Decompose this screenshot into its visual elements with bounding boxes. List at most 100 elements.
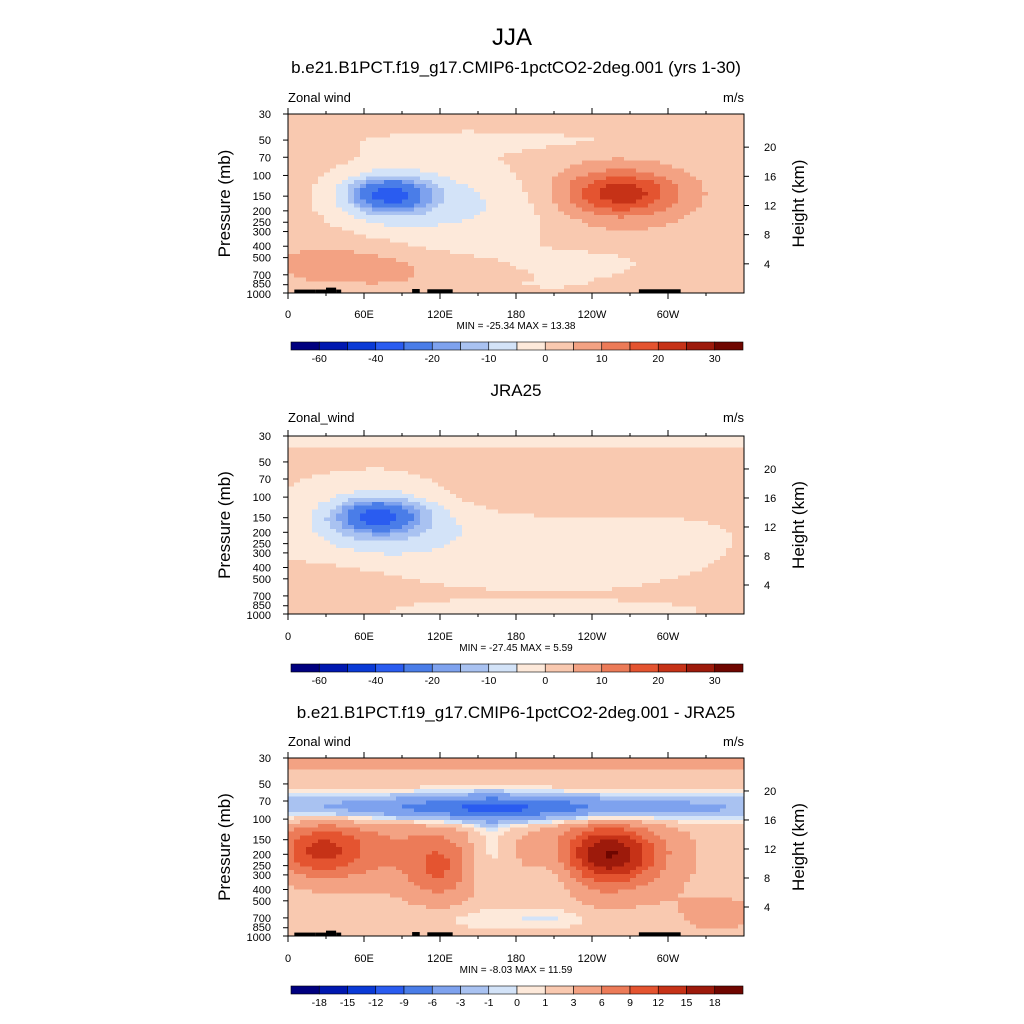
heatmap-cell bbox=[570, 242, 577, 247]
heatmap-cell bbox=[528, 149, 535, 154]
heatmap-cell bbox=[330, 133, 337, 138]
heatmap-cell bbox=[624, 474, 631, 480]
heatmap-cell bbox=[546, 215, 553, 220]
heatmap-cell bbox=[444, 490, 451, 495]
heatmap-cell bbox=[558, 219, 565, 224]
heatmap-cell bbox=[642, 277, 649, 282]
heatmap-cell bbox=[504, 168, 511, 173]
heatmap-cell bbox=[630, 281, 637, 286]
heatmap-cell bbox=[420, 490, 427, 495]
heatmap-cell bbox=[684, 254, 691, 259]
heatmap-cell bbox=[498, 141, 505, 146]
heatmap-cell bbox=[300, 265, 307, 271]
heatmap-cell bbox=[492, 180, 499, 185]
heatmap-cell bbox=[714, 184, 721, 189]
heatmap-cell bbox=[552, 447, 559, 453]
heatmap-cell bbox=[660, 180, 667, 185]
heatmap-cell bbox=[642, 226, 649, 232]
heatmap-cell bbox=[318, 114, 325, 119]
heatmap-cell bbox=[582, 497, 589, 503]
heatmap-cell bbox=[366, 265, 373, 271]
heatmap-cell bbox=[396, 141, 403, 146]
heatmap-cell bbox=[402, 172, 409, 177]
heatmap-cell bbox=[342, 187, 349, 193]
heatmap-cell bbox=[378, 195, 385, 201]
heatmap-cell bbox=[426, 478, 433, 484]
heatmap-cell bbox=[318, 191, 325, 197]
heatmap-cell bbox=[678, 261, 685, 267]
heatmap-cell bbox=[354, 199, 361, 205]
heatmap-cell bbox=[498, 501, 505, 507]
heatmap-cell bbox=[732, 470, 739, 476]
heatmap-cell bbox=[678, 494, 685, 499]
heatmap-cell bbox=[588, 230, 595, 236]
heatmap-cell bbox=[732, 281, 739, 286]
heatmap-cell bbox=[630, 133, 637, 138]
heatmap-cell bbox=[324, 466, 331, 472]
heatmap-cell bbox=[732, 172, 739, 177]
heatmap-cell bbox=[456, 443, 463, 449]
heatmap-cell bbox=[366, 455, 373, 460]
heatmap-cell bbox=[528, 234, 535, 240]
heatmap-cell bbox=[462, 114, 469, 119]
heatmap-cell bbox=[468, 474, 475, 480]
heatmap-cell bbox=[354, 133, 361, 138]
heatmap-cell bbox=[666, 451, 673, 456]
heatmap-cell bbox=[336, 129, 343, 135]
units-label: m/s bbox=[723, 410, 744, 425]
heatmap-cell bbox=[516, 254, 523, 259]
heatmap-cell bbox=[672, 114, 679, 119]
heatmap-cell bbox=[294, 117, 301, 123]
heatmap-cell bbox=[708, 129, 715, 135]
heatmap-cell bbox=[504, 195, 511, 201]
heatmap-cell bbox=[552, 497, 559, 503]
heatmap-cell bbox=[618, 265, 625, 271]
heatmap-cell bbox=[522, 215, 529, 220]
heatmap-cell bbox=[294, 226, 301, 232]
heatmap-cell bbox=[402, 482, 409, 487]
heatmap-cell bbox=[534, 246, 541, 251]
heatmap-cell bbox=[720, 234, 727, 240]
heatmap-cell bbox=[594, 478, 601, 484]
heatmap-cell bbox=[366, 281, 373, 286]
heatmap-cell bbox=[492, 191, 499, 197]
heatmap-cell bbox=[408, 455, 415, 460]
heatmap-cell bbox=[450, 152, 457, 158]
heatmap-cell bbox=[582, 238, 589, 244]
heatmap-cell bbox=[294, 129, 301, 135]
heatmap-cell bbox=[588, 114, 595, 119]
heatmap-cell bbox=[486, 152, 493, 158]
heatmap-cell bbox=[456, 470, 463, 476]
heatmap-cell bbox=[666, 482, 673, 487]
heatmap-cell bbox=[702, 149, 709, 154]
heatmap-cell bbox=[642, 164, 649, 170]
heatmap-cell bbox=[618, 215, 625, 220]
heatmap-cell bbox=[654, 261, 661, 267]
heatmap-cell bbox=[372, 486, 379, 491]
heatmap-cell bbox=[360, 176, 367, 181]
heatmap-cell bbox=[738, 195, 745, 201]
heatmap-cell bbox=[708, 215, 715, 220]
heatmap-cell bbox=[474, 289, 481, 294]
heatmap-cell bbox=[726, 238, 733, 244]
heatmap-cell bbox=[312, 261, 319, 267]
heatmap-cell bbox=[312, 486, 319, 491]
heatmap-cell bbox=[300, 501, 307, 507]
heatmap-cell bbox=[564, 447, 571, 453]
heatmap-cell bbox=[390, 172, 397, 177]
heatmap-cell bbox=[576, 145, 583, 150]
heatmap-cell bbox=[702, 114, 709, 119]
heatmap-cell bbox=[684, 141, 691, 146]
heatmap-cell bbox=[426, 226, 433, 232]
heatmap-cell bbox=[288, 238, 295, 244]
heatmap-cell bbox=[420, 451, 427, 456]
heatmap-cell bbox=[606, 459, 613, 464]
heatmap-cell bbox=[480, 254, 487, 259]
heatmap-cell bbox=[300, 436, 307, 441]
heatmap-cell bbox=[618, 156, 625, 162]
heatmap-cell bbox=[378, 129, 385, 135]
heatmap-cell bbox=[624, 149, 631, 154]
heatmap-cell bbox=[360, 133, 367, 138]
heatmap-cell bbox=[714, 242, 721, 247]
heatmap-cell bbox=[390, 257, 397, 263]
